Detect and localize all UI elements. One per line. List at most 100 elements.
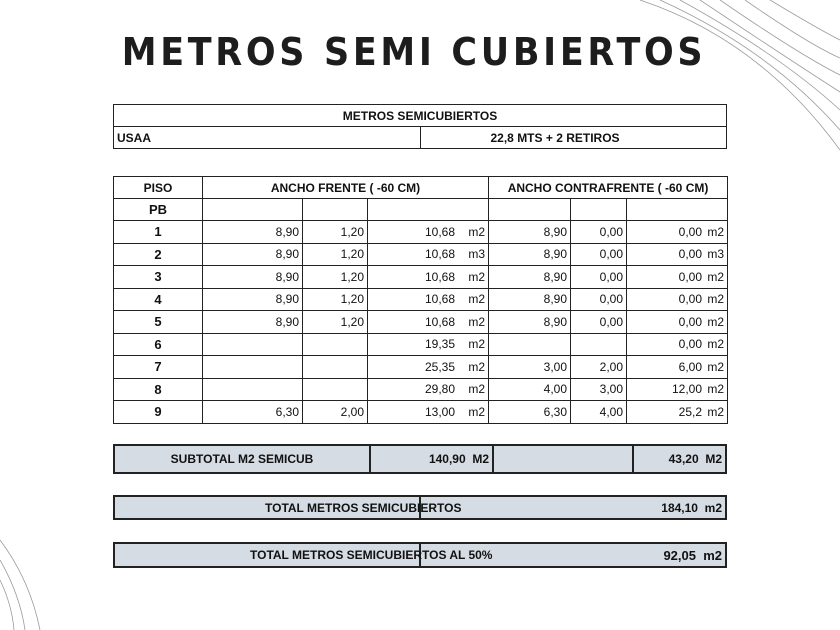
frente-area-cell: 10,68 m2 xyxy=(366,265,490,289)
contrafrente-area-cell: 0,00 m2 xyxy=(626,332,729,356)
column-header-contrafrente: ANCHO CONTRAFRENTE ( -60 CM) xyxy=(488,176,729,199)
contrafrente-fondo-cell: 0,00 xyxy=(570,310,628,334)
frente-area-unit: m2 xyxy=(468,404,486,419)
frente-fondo-cell: 1,20 xyxy=(302,287,368,311)
contrafrente-area-cell xyxy=(626,198,729,221)
frente-area-value: 10,68 xyxy=(424,314,456,329)
frente-area-unit: m2 xyxy=(468,337,486,352)
contrafrente-area-cell: 6,00 m2 xyxy=(626,355,729,379)
header-table-title: METROS SEMICUBIERTOS xyxy=(113,104,727,127)
table-row: 2 8,90 1,20 10,68 m3 8,90 0,00 0,00 m3 xyxy=(113,242,729,266)
contrafrente-area-value: 6,00 xyxy=(678,359,703,374)
total-50-value: 92,05 m2 xyxy=(420,542,727,568)
total-row: TOTAL METROS SEMICUBIERTOS 184,10 m2 xyxy=(113,495,727,520)
contrafrente-area-unit: m3 xyxy=(707,247,725,262)
contrafrente-area-cell: 25,2 m2 xyxy=(626,400,729,424)
contrafrente-area-value: 0,00 xyxy=(678,269,703,284)
subtotal-label: SUBTOTAL M2 SEMICUB xyxy=(113,444,371,474)
piso-cell: 9 xyxy=(113,400,203,424)
frente-fondo-cell: 1,20 xyxy=(302,310,368,334)
contrafrente-ancho-cell: 8,90 xyxy=(488,287,572,311)
frente-area-value: 19,35 xyxy=(424,337,456,352)
piso-cell: 4 xyxy=(113,287,203,311)
frente-area-unit: m2 xyxy=(468,269,486,284)
piso-cell: 6 xyxy=(113,332,203,356)
frente-ancho-cell xyxy=(202,377,303,401)
frente-fondo-cell xyxy=(302,332,368,356)
contrafrente-area-unit: m2 xyxy=(707,314,725,329)
frente-ancho-cell: 8,90 xyxy=(202,220,303,244)
frente-area-unit: m2 xyxy=(468,224,486,239)
contrafrente-area-value: 0,00 xyxy=(678,247,703,262)
frente-fondo-cell: 1,20 xyxy=(302,265,368,289)
frente-fondo-cell xyxy=(302,355,368,379)
contrafrente-fondo-cell xyxy=(570,198,628,221)
frente-ancho-cell: 8,90 xyxy=(202,287,303,311)
contrafrente-area-value: 25,2 xyxy=(678,404,703,419)
column-header-frente: ANCHO FRENTE ( -60 CM) xyxy=(201,176,490,199)
contrafrente-area-value: 12,00 xyxy=(672,382,703,397)
subtotal-row: SUBTOTAL M2 SEMICUB 140,90 M2 43,20 M2 xyxy=(113,444,727,474)
contrafrente-area-cell: 0,00 m2 xyxy=(626,265,729,289)
frente-area-unit: m2 xyxy=(468,382,486,397)
contrafrente-area-unit: m2 xyxy=(707,269,725,284)
frente-area-cell: 10,68 m2 xyxy=(366,220,490,244)
contrafrente-area-value: 0,00 xyxy=(678,224,703,239)
contrafrente-ancho-cell: 8,90 xyxy=(488,242,572,266)
contrafrente-area-unit: m2 xyxy=(707,337,725,352)
frente-fondo-cell xyxy=(302,198,368,221)
frente-area-cell: 10,68 m3 xyxy=(366,242,490,266)
frente-fondo-cell: 1,20 xyxy=(302,220,368,244)
frente-area-value: 10,68 xyxy=(424,269,456,284)
contrafrente-fondo-cell: 0,00 xyxy=(570,265,628,289)
frente-fondo-cell: 1,20 xyxy=(302,242,368,266)
contrafrente-ancho-cell: 8,90 xyxy=(488,310,572,334)
frente-ancho-cell xyxy=(202,198,303,221)
contrafrente-area-value: 0,00 xyxy=(678,314,703,329)
table-row: 3 8,90 1,20 10,68 m2 8,90 0,00 0,00 m2 xyxy=(113,265,729,289)
page-title: METROS SEMI CUBIERTOS xyxy=(121,30,707,74)
contrafrente-ancho-cell: 6,30 xyxy=(488,400,572,424)
frente-area-cell: 10,68 m2 xyxy=(366,287,490,311)
header-table-label: USAA xyxy=(113,126,421,149)
contrafrente-ancho-cell xyxy=(488,198,572,221)
contrafrente-area-cell: 0,00 m3 xyxy=(626,242,729,266)
frente-area-cell: 29,80 m2 xyxy=(366,377,490,401)
frente-ancho-cell xyxy=(202,332,303,356)
frente-area-cell: 13,00 m2 xyxy=(366,400,490,424)
contrafrente-fondo-cell: 0,00 xyxy=(570,220,628,244)
piso-cell: 7 xyxy=(113,355,203,379)
contrafrente-area-unit: m2 xyxy=(707,292,725,307)
frente-ancho-cell: 8,90 xyxy=(202,242,303,266)
contrafrente-fondo-cell: 2,00 xyxy=(570,355,628,379)
contrafrente-area-cell: 0,00 m2 xyxy=(626,287,729,311)
frente-area-unit: m2 xyxy=(468,292,486,307)
contrafrente-area-cell: 0,00 m2 xyxy=(626,220,729,244)
table-row: 9 6,30 2,00 13,00 m2 6,30 4,00 25,2 m2 xyxy=(113,400,729,424)
table-row: 8 29,80 m2 4,00 3,00 12,00 m2 xyxy=(113,377,729,401)
frente-fondo-cell xyxy=(302,377,368,401)
frente-ancho-cell: 8,90 xyxy=(202,265,303,289)
contrafrente-ancho-cell: 4,00 xyxy=(488,377,572,401)
total-label: TOTAL METROS SEMICUBIERTOS xyxy=(113,495,461,520)
contrafrente-ancho-cell: 3,00 xyxy=(488,355,572,379)
contrafrente-area-value: 0,00 xyxy=(678,292,703,307)
frente-area-cell: 10,68 m2 xyxy=(366,310,490,334)
contrafrente-area-unit: m2 xyxy=(707,382,725,397)
frente-area-value: 13,00 xyxy=(424,404,456,419)
frente-area-value: 10,68 xyxy=(424,247,456,262)
total-50-row: TOTAL METROS SEMICUBIERTOS AL 50% 92,05 … xyxy=(113,542,727,568)
piso-cell: PB xyxy=(113,198,203,221)
table-row: 5 8,90 1,20 10,68 m2 8,90 0,00 0,00 m2 xyxy=(113,310,729,334)
frente-area-value: 10,68 xyxy=(424,292,456,307)
frente-area-value: 25,35 xyxy=(424,359,456,374)
table-row: 6 19,35 m2 0,00 m2 xyxy=(113,332,729,356)
piso-cell: 8 xyxy=(113,377,203,401)
contrafrente-fondo-cell: 0,00 xyxy=(570,287,628,311)
main-table: PISO ANCHO FRENTE ( -60 CM) ANCHO CONTRA… xyxy=(113,176,729,424)
frente-area-unit: m2 xyxy=(468,359,486,374)
subtotal-frente: 140,90 M2 xyxy=(369,444,494,474)
frente-ancho-cell xyxy=(202,355,303,379)
header-table: METROS SEMICUBIERTOS USAA 22,8 MTS + 2 R… xyxy=(113,104,727,149)
frente-area-cell: 25,35 m2 xyxy=(366,355,490,379)
